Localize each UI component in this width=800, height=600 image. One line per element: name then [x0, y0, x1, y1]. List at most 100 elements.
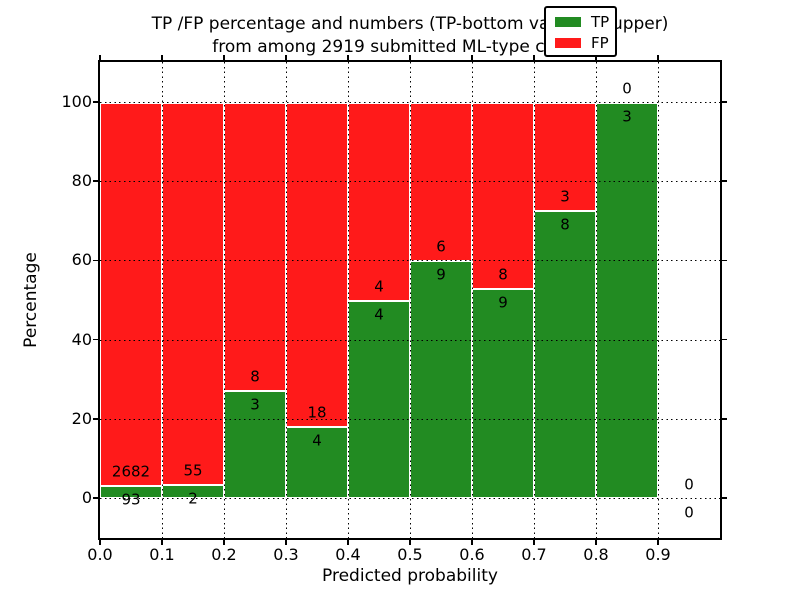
bar-fp-count-label: 8 [498, 265, 508, 284]
y-tick-mark-right [722, 180, 727, 182]
x-axis-label: Predicted probability [322, 566, 498, 586]
bar-tp-count-label: 4 [374, 305, 384, 324]
bar-fp-segment [472, 102, 534, 289]
bar-fp-count-label: 55 [183, 461, 203, 480]
x-tick-label: 0.0 [87, 545, 113, 564]
bar-fp-segment [100, 102, 162, 485]
gridline-vertical [223, 62, 225, 538]
y-tick-mark-right [722, 497, 727, 499]
bar-fp-segment [286, 102, 348, 426]
y-tick-mark-right [722, 338, 727, 341]
gridline-vertical [409, 62, 411, 538]
bar-fp-count-label: 0 [684, 475, 694, 494]
x-tick-label: 0.1 [149, 545, 175, 564]
bar-tp-segment [348, 300, 410, 498]
x-tick-mark [99, 540, 101, 545]
chart-title-line2: from among 2919 submitted ML-type contac… [212, 37, 608, 57]
bar-fp-count-label: 4 [374, 277, 384, 296]
y-tick-mark [93, 101, 98, 103]
bar-fp-segment [534, 102, 596, 210]
x-tick-mark [347, 540, 349, 545]
legend-swatch-tp [555, 17, 581, 27]
x-tick-mark-top [161, 55, 163, 60]
x-tick-label: 0.4 [335, 545, 361, 564]
y-tick-label: 80 [71, 171, 92, 191]
x-tick-mark-top [595, 55, 597, 60]
bar-fp-segment [224, 102, 286, 390]
y-tick-label: 20 [71, 408, 92, 428]
x-tick-label: 0.6 [459, 545, 485, 564]
x-tick-mark [657, 540, 659, 545]
x-tick-label: 0.9 [645, 545, 671, 564]
legend-label-fp: FP [591, 34, 609, 52]
gridline-vertical [533, 62, 535, 538]
y-tick-mark [93, 497, 98, 499]
bar-fp-count-label: 18 [307, 403, 327, 422]
bar-tp-segment [596, 102, 658, 498]
x-tick-label: 0.8 [583, 545, 609, 564]
bar-tp-count-label: 2 [188, 489, 198, 508]
x-tick-mark-top [533, 55, 535, 60]
chart-title-line1: TP /FP percentage and numbers (TP-bottom… [151, 14, 669, 34]
legend-label-tp: TP [591, 13, 610, 31]
x-tick-mark-top [471, 55, 473, 60]
bar-tp-count-label: 9 [436, 265, 446, 284]
x-tick-mark-top [99, 55, 101, 60]
y-axis-label: Percentage [21, 252, 41, 348]
x-tick-label: 0.5 [397, 545, 423, 564]
bar-fp-segment [348, 102, 410, 300]
x-tick-mark [223, 540, 225, 545]
gridline-vertical [285, 62, 287, 538]
gridline-vertical [161, 62, 163, 538]
bar-fp-count-label: 3 [560, 187, 570, 206]
bar-tp-count-label: 0 [684, 503, 694, 522]
bar-tp-segment [534, 209, 596, 498]
x-tick-label: 0.7 [521, 545, 547, 564]
bar-tp-count-label: 9 [498, 293, 508, 312]
y-tick-label: 0 [81, 488, 92, 507]
x-tick-mark-top [223, 55, 225, 60]
bar-tp-segment [286, 426, 348, 498]
legend: TP FP [544, 6, 617, 57]
x-tick-mark [285, 540, 287, 545]
bar-tp-count-label: 3 [622, 107, 632, 126]
x-tick-mark [161, 540, 163, 545]
y-tick-label: 100 [61, 92, 92, 111]
gridline-vertical [595, 62, 597, 538]
y-tick-mark [93, 418, 98, 420]
bar-tp-count-label: 3 [250, 395, 260, 414]
gridline-vertical [657, 62, 659, 538]
bar-fp-segment [162, 102, 224, 485]
x-tick-label: 0.3 [273, 545, 299, 564]
legend-swatch-fp [555, 38, 581, 48]
bar-tp-segment [410, 260, 472, 498]
gridline-vertical [347, 62, 349, 538]
x-tick-mark-top [657, 55, 659, 60]
y-tick-label: 60 [71, 250, 92, 270]
bar-tp-count-label: 4 [312, 431, 322, 450]
x-tick-mark [471, 540, 473, 545]
y-tick-label: 40 [71, 329, 92, 349]
bar-fp-count-label: 6 [436, 237, 446, 256]
bar-fp-count-label: 2682 [111, 462, 151, 481]
y-tick-mark-right [722, 101, 727, 103]
plot-area: 2682 93 55 2 8 3 18 4 4 4 6 9 8 9 3 8 0 3 0 0 [100, 62, 720, 538]
y-tick-mark [93, 338, 98, 341]
bar-tp-count-label: 8 [560, 215, 570, 234]
bar-tp-count-label: 93 [121, 490, 141, 509]
y-tick-mark [93, 180, 98, 182]
x-tick-mark-top [285, 55, 287, 60]
x-tick-mark [409, 540, 411, 545]
y-tick-mark-right [722, 259, 727, 262]
gridline-vertical [471, 62, 473, 538]
x-tick-mark-top [409, 55, 411, 60]
bar-fp-count-label: 0 [622, 79, 632, 98]
x-tick-mark [595, 540, 597, 545]
x-tick-mark [533, 540, 535, 545]
y-tick-mark-right [722, 418, 727, 420]
x-tick-mark-top [347, 55, 349, 60]
x-tick-label: 0.2 [211, 545, 237, 564]
y-tick-mark [93, 259, 98, 262]
bar-tp-segment [472, 288, 534, 498]
